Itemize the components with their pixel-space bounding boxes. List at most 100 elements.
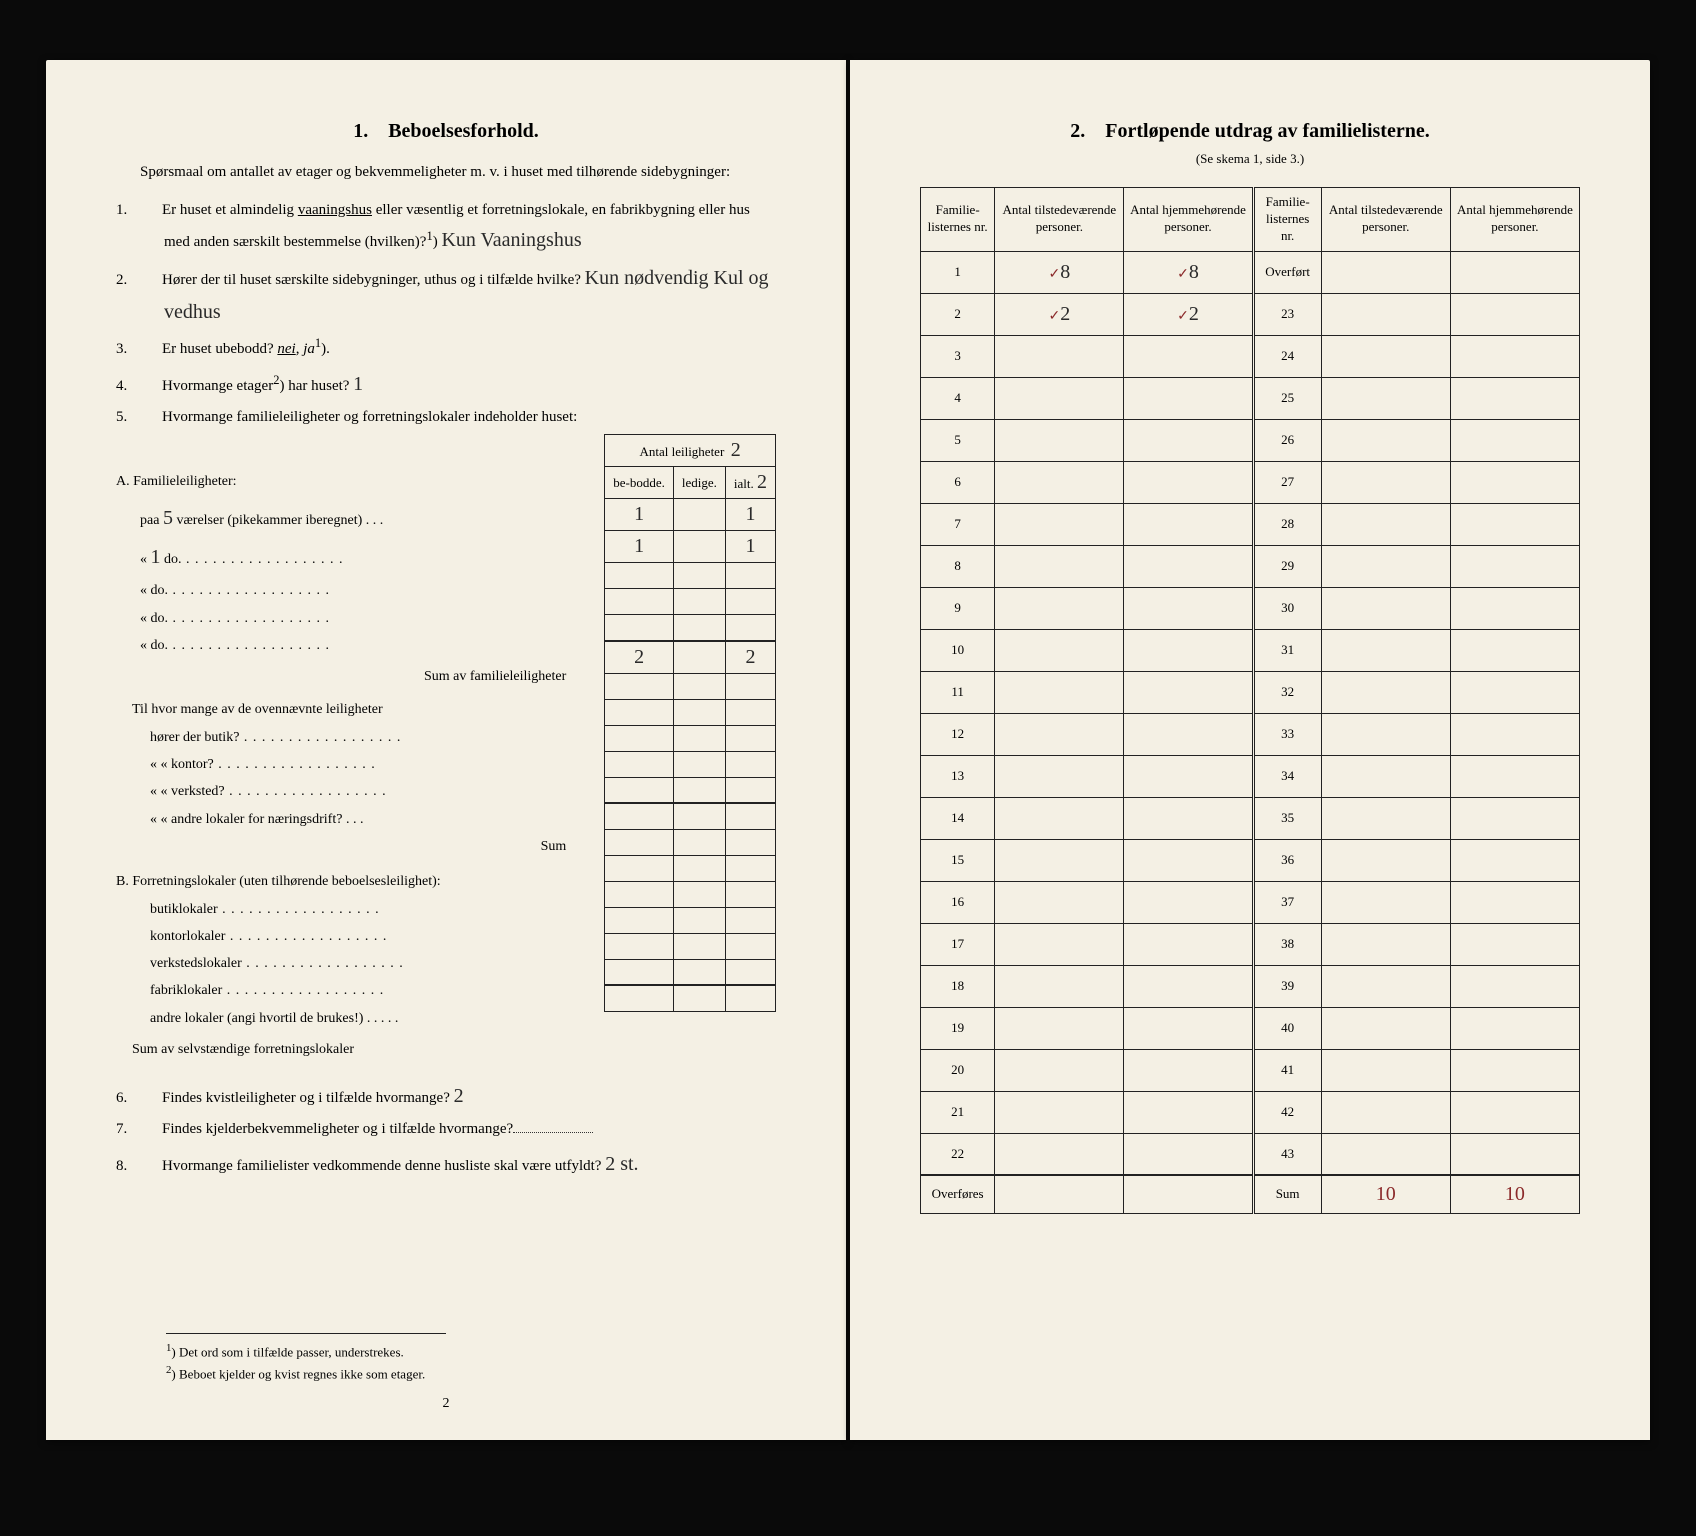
- question-list: 1.Er huset et almindelig vaaningshus ell…: [140, 198, 776, 431]
- q6: 6.Findes kvistleiligheter og i tilfælde …: [140, 1079, 776, 1113]
- table-row: 1031: [921, 629, 1580, 671]
- table-row: 425: [921, 377, 1580, 419]
- q8-answer: 2 st.: [605, 1153, 638, 1175]
- col-nr-2: Familie-listernes nr.: [1253, 188, 1321, 252]
- footnotes: 1) Det ord som i tilfælde passer, unders…: [166, 1333, 776, 1384]
- footnote-1: 1) Det ord som i tilfælde passer, unders…: [166, 1340, 776, 1362]
- A-q-sum: Sum: [116, 833, 574, 860]
- table-row: 2041: [921, 1049, 1580, 1091]
- A-sum-label: Sum av familieleiligheter: [116, 663, 574, 690]
- table-row: 1940: [921, 1007, 1580, 1049]
- q5-labels: A. Familieleiligheter: paa 5 værelser (p…: [116, 434, 574, 1063]
- A-row-1: « 1 do.: [116, 538, 574, 577]
- q6-answer: 2: [454, 1085, 464, 1107]
- table-row: [605, 907, 776, 933]
- table-row: 627: [921, 461, 1580, 503]
- table-row: 1536: [921, 839, 1580, 881]
- A-q-intro: Til hvor mange av de ovennævnte leilighe…: [116, 696, 574, 723]
- heading-num: 1.: [353, 120, 368, 142]
- col-present-2: Antal tilstedeværende personer.: [1321, 188, 1450, 252]
- q7: 7.Findes kjelderbekvemmeligheter og i ti…: [140, 1117, 776, 1143]
- mini-table: Antal leiligheter 2 be-bodde. ledige. ia…: [604, 434, 776, 1012]
- A-q-2: « « verksted?: [116, 778, 574, 805]
- table-row: [605, 803, 776, 829]
- table-row: [605, 855, 776, 881]
- table-row: 324: [921, 335, 1580, 377]
- table-sum-row: OverføresSum1010: [921, 1175, 1580, 1213]
- table-row: 11: [605, 499, 776, 531]
- table-row: [605, 615, 776, 641]
- col-ledige: ledige.: [673, 467, 725, 499]
- table-row: 1738: [921, 923, 1580, 965]
- A-row-0: paa 5 værelser (pikekammer iberegnet) . …: [116, 499, 574, 538]
- q1: 1.Er huset et almindelig vaaningshus ell…: [140, 198, 776, 258]
- table-row: 1233: [921, 713, 1580, 755]
- table-row: [605, 933, 776, 959]
- table-row: 2✓2✓223: [921, 293, 1580, 335]
- table-row: [605, 985, 776, 1011]
- left-heading: 1. Beboelsesforhold.: [116, 120, 776, 143]
- A-row-2: « do.: [116, 577, 574, 604]
- table-row: [605, 563, 776, 589]
- table-row: 1334: [921, 755, 1580, 797]
- table-row: 829: [921, 545, 1580, 587]
- A-row-3: « do.: [116, 605, 574, 632]
- table-row: 728: [921, 503, 1580, 545]
- q4-answer: 1: [353, 373, 363, 395]
- q4: 4.Hvormange etager2) har huset? 1: [140, 367, 776, 401]
- question-list-2: 6.Findes kvistleiligheter og i tilfælde …: [140, 1079, 776, 1181]
- table-row: 22: [605, 641, 776, 674]
- table-row: 2243: [921, 1133, 1580, 1175]
- col-bebodde: be-bodde.: [605, 467, 674, 499]
- table-row: 526: [921, 419, 1580, 461]
- B-4: andre lokaler (angi hvortil de brukes!) …: [116, 1005, 574, 1032]
- A-row-4: « do.: [116, 632, 574, 659]
- col-home-1: Antal hjemmehørende personer.: [1124, 188, 1253, 252]
- table-row: 1✓8✓8Overført: [921, 251, 1580, 293]
- col-present-1: Antal tilstedeværende personer.: [995, 188, 1124, 252]
- table-row: [605, 751, 776, 777]
- heading-num: 2.: [1070, 120, 1085, 142]
- q8: 8.Hvormange familielister vedkommende de…: [140, 1147, 776, 1181]
- family-table: Familie-listernes nr. Antal tilstedevære…: [920, 187, 1580, 1214]
- table-row: 1839: [921, 965, 1580, 1007]
- A-q-3: « « andre lokaler for næringsdrift? . . …: [116, 806, 574, 833]
- table-row: 2142: [921, 1091, 1580, 1133]
- B-label: B. Forretningslokaler (uten tilhørende b…: [116, 868, 574, 895]
- table-row: [605, 699, 776, 725]
- table-row: 1435: [921, 797, 1580, 839]
- table-row: [605, 959, 776, 985]
- q1-answer: Kun Vaaningshus: [441, 229, 581, 251]
- heading-text: Beboelsesforhold.: [388, 120, 539, 142]
- B-1: kontorlokaler: [116, 923, 574, 950]
- B-3: fabriklokaler: [116, 977, 574, 1004]
- q3: 3.Er huset ubebodd? nei, ja1).: [140, 333, 776, 363]
- document-spread: 1. Beboelsesforhold. Spørsmaal om antall…: [46, 60, 1650, 1440]
- B-0: butiklokaler: [116, 896, 574, 923]
- A-label: A. Familieleiligheter:: [116, 468, 574, 495]
- page-number: 2: [46, 1396, 846, 1412]
- footnote-2: 2) Beboet kjelder og kvist regnes ikke s…: [166, 1362, 776, 1384]
- A-q-1: « « kontor?: [116, 751, 574, 778]
- heading-text: Fortløpende utdrag av familielisterne.: [1105, 120, 1429, 142]
- table-row: 1637: [921, 881, 1580, 923]
- table-row: [605, 725, 776, 751]
- page-right: 2. Fortløpende utdrag av familielisterne…: [850, 60, 1650, 1440]
- table-row: 11: [605, 531, 776, 563]
- B-sum: Sum av selvstændige forretningslokaler: [116, 1036, 574, 1063]
- right-heading: 2. Fortløpende utdrag av familielisterne…: [920, 120, 1580, 143]
- table-row: 930: [921, 587, 1580, 629]
- table-row: [605, 829, 776, 855]
- right-sub: (Se skema 1, side 3.): [920, 151, 1580, 167]
- B-2: verkstedslokaler: [116, 950, 574, 977]
- A-q-0: hører der butik?: [116, 724, 574, 751]
- table-row: [605, 881, 776, 907]
- q5-table-wrap: A. Familieleiligheter: paa 5 værelser (p…: [116, 434, 776, 1063]
- col-ialt: ialt. 2: [725, 467, 775, 499]
- table-row: 1132: [921, 671, 1580, 713]
- table-row: [605, 777, 776, 803]
- q2: 2.Hører der til huset særskilte sidebygn…: [140, 261, 776, 329]
- table-row: [605, 673, 776, 699]
- table-row: [605, 589, 776, 615]
- intro-text: Spørsmaal om antallet av etager og bekve…: [116, 161, 776, 184]
